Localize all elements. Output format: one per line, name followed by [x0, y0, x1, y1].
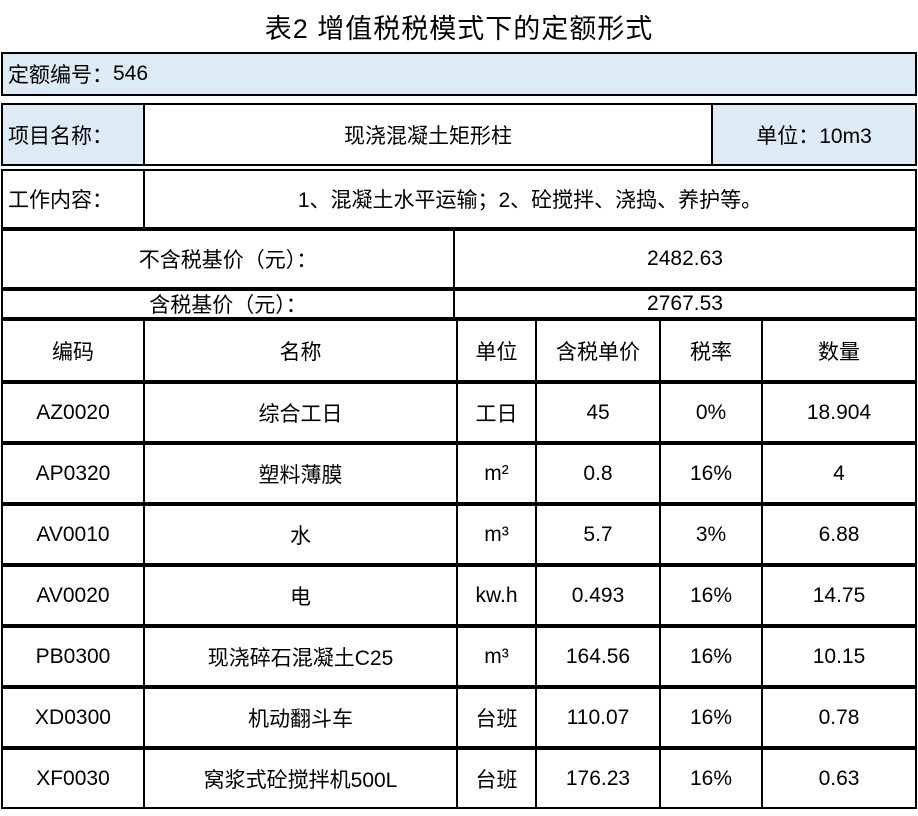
base-price-excl-tax-label: 不含税基价（元）： [138, 249, 318, 272]
item-unit: m³ [456, 506, 535, 563]
item-quantity: 18.904 [761, 384, 915, 441]
item-unit: 工日 [456, 384, 535, 441]
table-row: XF0030 窝浆式砼搅拌机500L 台班 176.23 16% 0.63 [1, 748, 917, 809]
item-code: XF0030 [36, 766, 110, 790]
project-name-row: 项目名称： 现浇混凝土矩形柱 单位：10m3 [1, 103, 917, 166]
item-quantity: 10.15 [761, 628, 915, 685]
item-tax-rate: 16% [659, 689, 761, 746]
item-code: AZ0020 [36, 400, 110, 424]
item-tax-rate: 3% [659, 506, 761, 563]
table-row: AV0010 水 m³ 5.7 3% 6.88 [1, 504, 917, 565]
item-quantity: 6.88 [761, 506, 915, 563]
item-code: AP0320 [35, 461, 111, 485]
project-unit-cell: 单位：10m3 [711, 105, 915, 164]
item-unit-price: 45 [535, 384, 659, 441]
page-title: 表2 增值税税模式下的定额形式 [264, 13, 654, 44]
table-row: PB0300 现浇碎石混凝土C25 m³ 164.56 16% 10.15 [1, 626, 917, 687]
item-tax-rate: 16% [659, 750, 761, 807]
item-tax-rate: 0% [659, 384, 761, 441]
item-tax-rate: 16% [659, 445, 761, 502]
item-code: PB0300 [35, 644, 111, 668]
item-name: 窝浆式砼搅拌机500L [143, 750, 456, 807]
header-name: 名称 [143, 321, 456, 380]
item-tax-rate: 16% [659, 567, 761, 624]
quota-number-value: 546 [113, 62, 149, 85]
item-name: 综合工日 [143, 384, 456, 441]
header-tax-rate: 税率 [659, 321, 761, 380]
header-unit-price: 含税单价 [535, 321, 659, 380]
item-quantity: 0.78 [761, 689, 915, 746]
header-quantity: 数量 [761, 321, 915, 380]
quota-number-cell: 定额编号： 546 [3, 54, 915, 94]
item-tax-rate: 16% [659, 628, 761, 685]
table-row: AP0320 塑料薄膜 m² 0.8 16% 4 [1, 443, 917, 504]
base-price-incl-tax-row: 含税基价（元）： 2767.53 [1, 289, 917, 319]
base-price-incl-tax-value: 2767.53 [453, 291, 915, 317]
item-unit-price: 164.56 [535, 628, 659, 685]
work-content-value: 1、混凝土水平运输；2、砼搅拌、浇捣、养护等。 [143, 171, 915, 227]
item-unit: 台班 [456, 689, 535, 746]
item-unit: m³ [456, 628, 535, 685]
project-name-label: 项目名称： [3, 105, 143, 164]
item-unit-price: 0.8 [535, 445, 659, 502]
header-code: 编码 [52, 340, 94, 364]
project-name-value: 现浇混凝土矩形柱 [143, 105, 711, 164]
quota-number-label: 定额编号： [8, 64, 113, 87]
item-quantity: 0.63 [761, 750, 915, 807]
base-price-excl-tax-value: 2482.63 [453, 231, 915, 287]
item-code: XD0300 [35, 705, 111, 729]
item-name: 现浇碎石混凝土C25 [143, 628, 456, 685]
item-name: 电 [143, 567, 456, 624]
item-name: 塑料薄膜 [143, 445, 456, 502]
item-quantity: 14.75 [761, 567, 915, 624]
item-unit: kw.h [456, 567, 535, 624]
work-content-row: 工作内容： 1、混凝土水平运输；2、砼搅拌、浇捣、养护等。 [1, 169, 917, 229]
item-code: AV0010 [36, 522, 110, 546]
work-content-label: 工作内容： [8, 189, 113, 212]
item-quantity: 4 [761, 445, 915, 502]
item-name: 水 [143, 506, 456, 563]
header-unit: 单位 [456, 321, 535, 380]
base-price-incl-tax-label: 含税基价（元）： [149, 294, 307, 317]
item-unit: 台班 [456, 750, 535, 807]
table-row: XD0300 机动翻斗车 台班 110.07 16% 0.78 [1, 687, 917, 748]
item-unit-price: 5.7 [535, 506, 659, 563]
base-price-excl-tax-row: 不含税基价（元）： 2482.63 [1, 229, 917, 289]
item-code: AV0020 [36, 583, 110, 607]
quota-number-row: 定额编号： 546 [1, 52, 917, 96]
item-unit-price: 0.493 [535, 567, 659, 624]
item-unit-price: 110.07 [535, 689, 659, 746]
table-row: AZ0020 综合工日 工日 45 0% 18.904 [1, 382, 917, 443]
item-unit-price: 176.23 [535, 750, 659, 807]
table-row: AV0020 电 kw.h 0.493 16% 14.75 [1, 565, 917, 626]
item-unit: m² [456, 445, 535, 502]
items-header-row: 编码 名称 单位 含税单价 税率 数量 [1, 319, 917, 382]
quota-table: 定额编号： 546 项目名称： 现浇混凝土矩形柱 单位：10m3 工作内容： 1、… [1, 52, 917, 809]
item-name: 机动翻斗车 [143, 689, 456, 746]
